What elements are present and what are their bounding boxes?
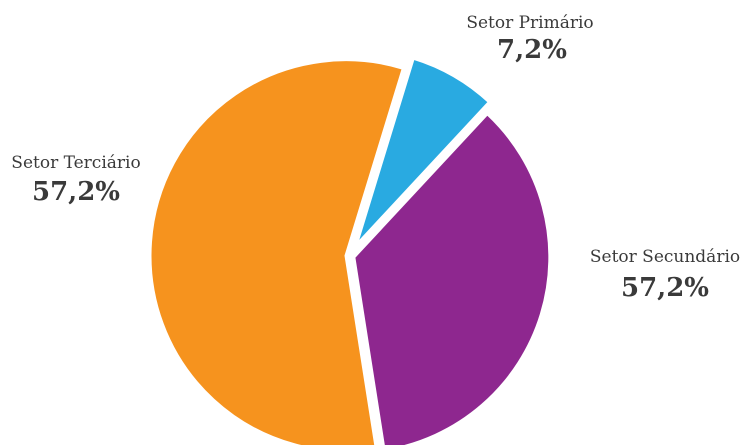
label-secundario: Setor Secundário 57,2%	[590, 247, 740, 303]
pie-slice-2	[352, 112, 552, 445]
pie-slices	[148, 56, 552, 445]
slice-value-terciario: 57,2%	[32, 177, 120, 207]
pie-slice-1	[354, 56, 491, 248]
slice-name-secundario: Setor Secundário	[590, 247, 740, 267]
slice-name-terciario: Setor Terciário	[11, 153, 140, 173]
pie-slice-3	[148, 58, 405, 445]
slice-name-primario: Setor Primário	[466, 13, 593, 33]
label-terciario: Setor Terciário 57,2%	[11, 153, 140, 207]
slice-value-secundario: 57,2%	[621, 273, 709, 303]
slice-value-primario: 7,2%	[497, 35, 567, 65]
label-primario: Setor Primário 7,2%	[466, 13, 593, 65]
